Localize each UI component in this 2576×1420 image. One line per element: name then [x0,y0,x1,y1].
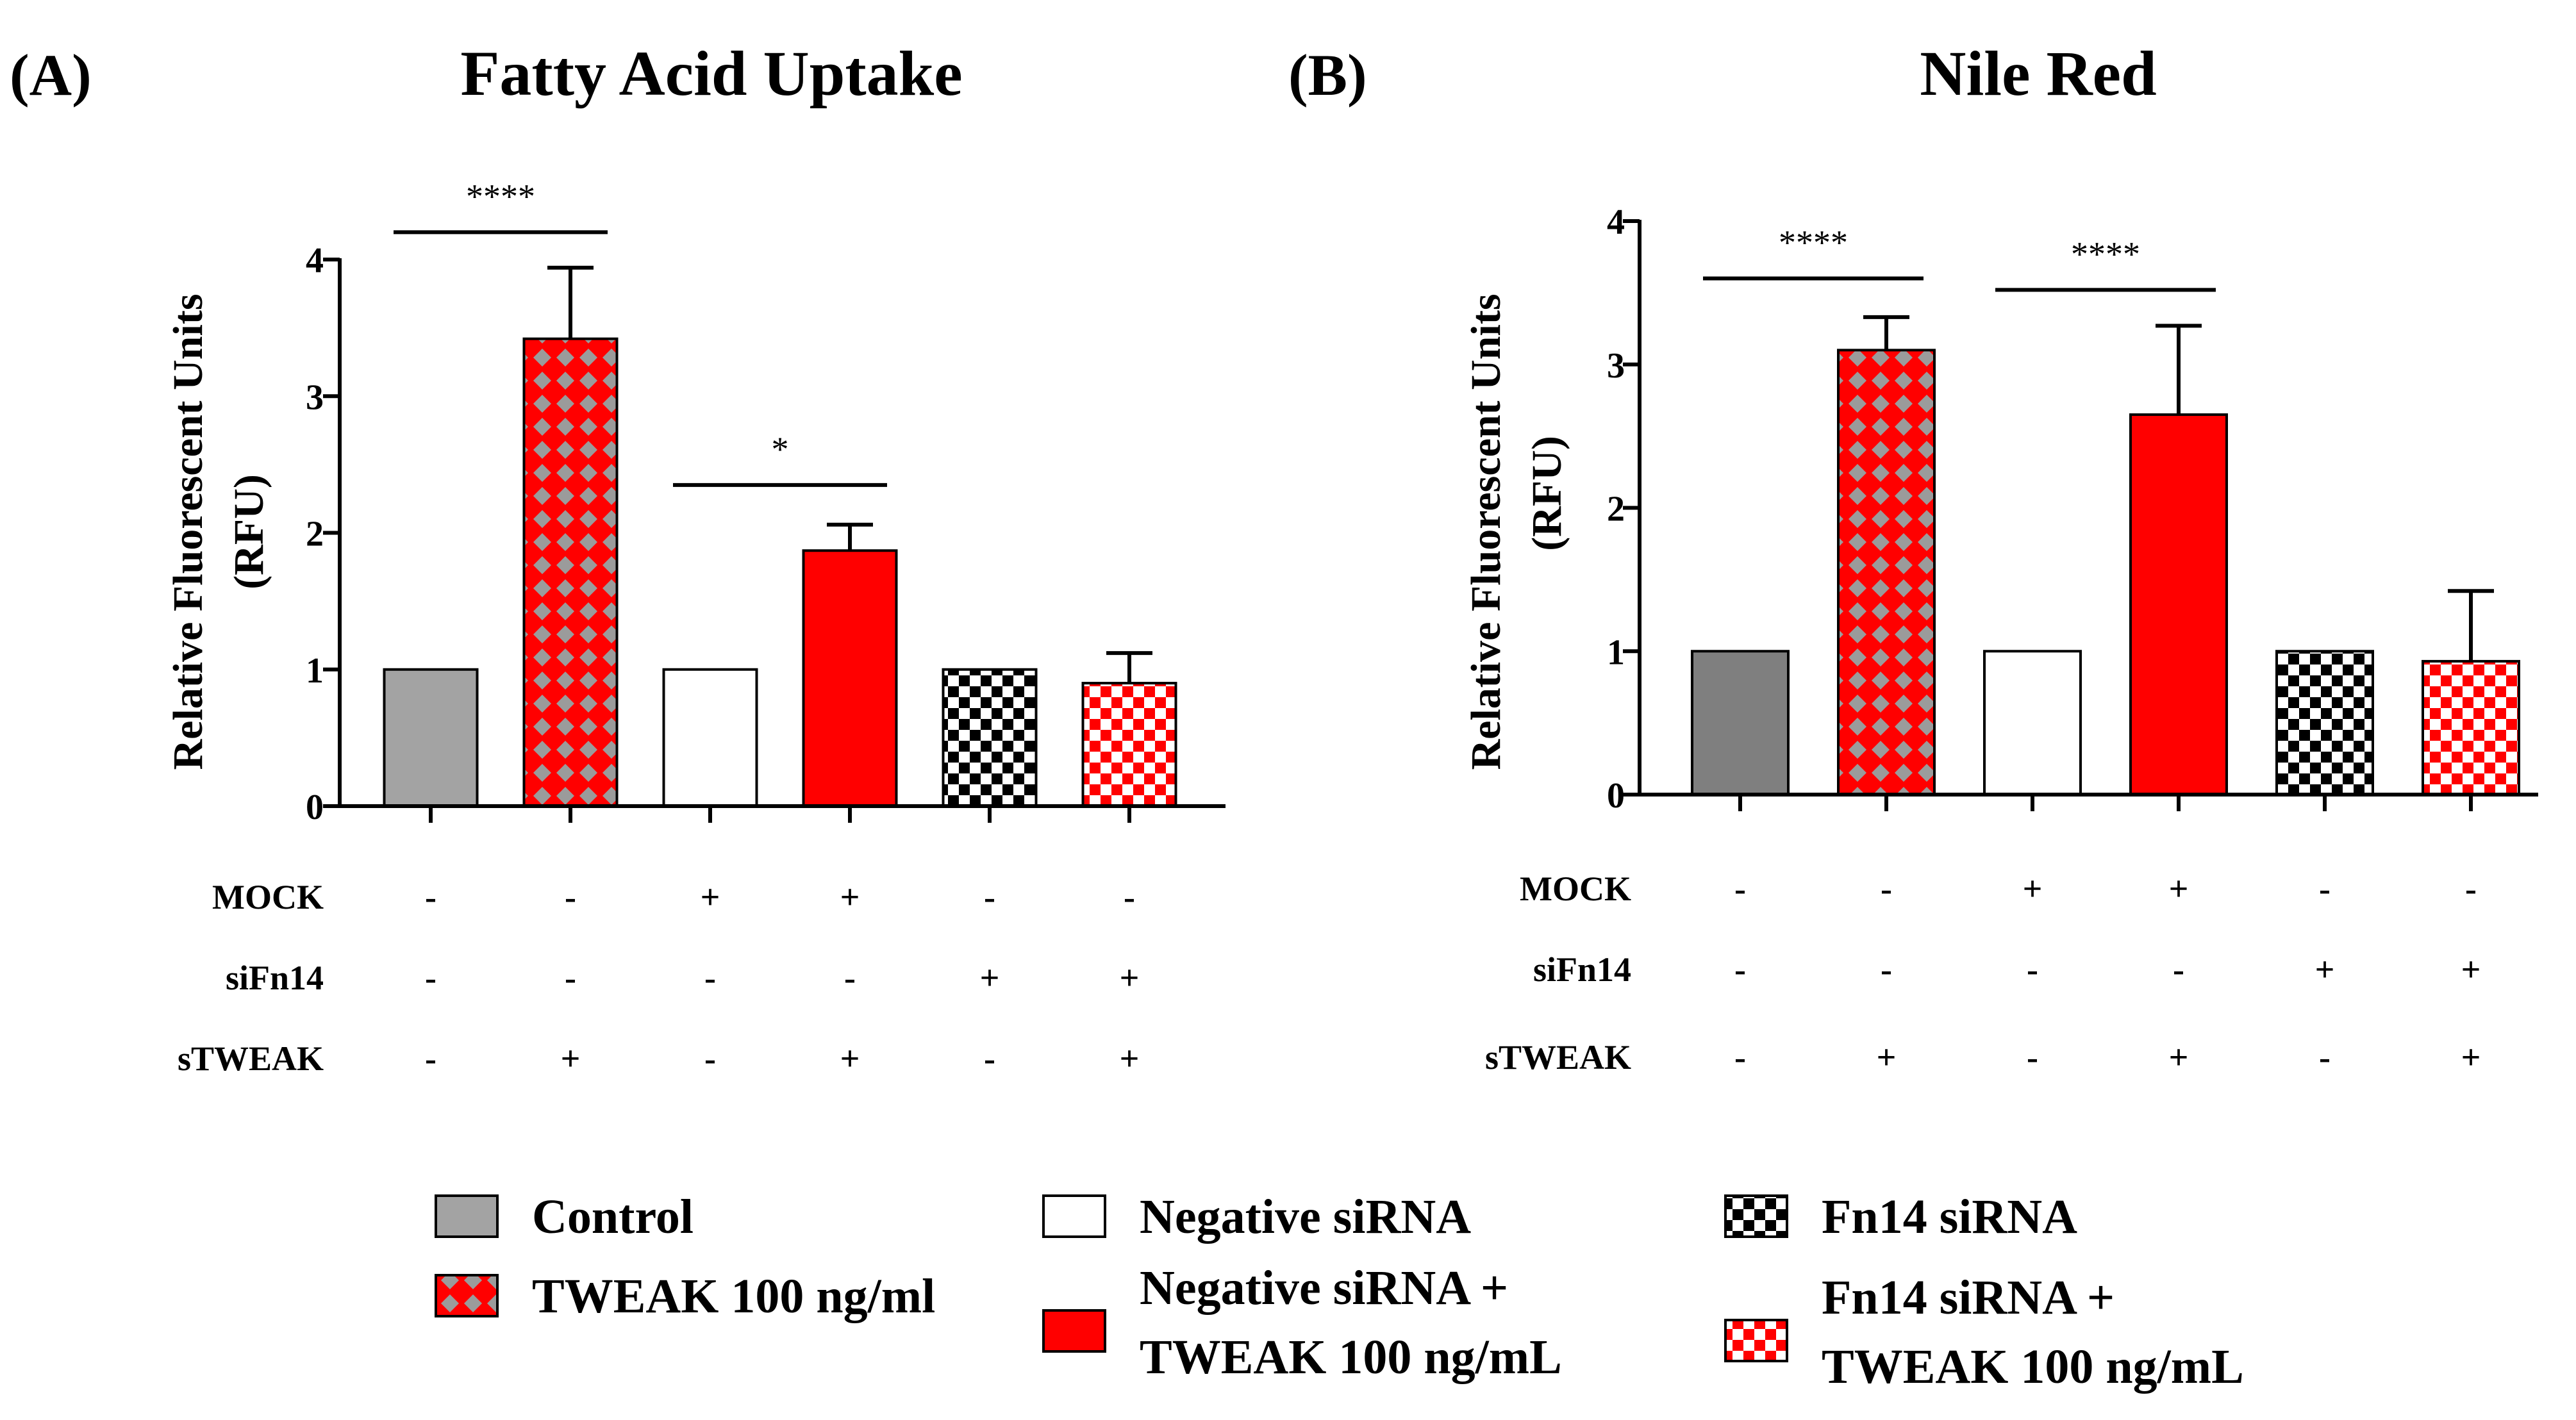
condition-sign: - [2173,950,2184,989]
condition-sign: - [984,878,995,916]
legend-label-4: Negative siRNA + [1140,1261,1508,1315]
condition-sign: + [1120,1039,1140,1078]
legend: Control TWEAK 100 ng/ml Negative siRNA Nega… [435,1190,2244,1394]
legend-swatch-1 [435,1194,499,1238]
panel-b-title: Nile Red [1920,38,2156,109]
legend-label-2: TWEAK 100 ng/ml [532,1269,935,1323]
panel-a-label: (A) [10,42,92,108]
condition-sign: + [840,878,860,916]
bar-6 [1081,682,1177,807]
legend-label-3: Negative siRNA [1140,1190,1471,1244]
panel-b-label: (B) [1288,42,1367,108]
condition-sign: - [1734,870,1746,908]
condition-sign: - [1881,870,1892,908]
condition-label: MOCK [212,878,324,916]
condition-sign: - [2319,1038,2331,1077]
legend-swatch-5 [1724,1194,1788,1238]
chart-nile-red: 0 1 2 3 4 **** **** MOCK - - + + - - siFn14 - - - - + + sTWEA… [1485,202,2538,1077]
panel-b-ylabel: Relative Fluorescent Units [1463,294,1509,770]
condition-sign: + [561,1039,581,1078]
y-tick-label: 4 [306,241,324,281]
panel-a-ylabel-unit: (RFU) [226,474,272,590]
significance-label: **** [2071,235,2140,273]
bar-6 [2422,659,2520,796]
panel-a-title: Fatty Acid Uptake [460,38,962,109]
condition-sign: - [984,1039,995,1078]
y-tick-label: 2 [1607,490,1625,529]
significance-label: * [772,430,789,468]
bar-4 [2129,413,2228,796]
legend-label-5: Fn14 siRNA [1822,1190,2077,1244]
condition-sign: - [1124,878,1135,916]
legend-swatch-4 [1042,1309,1106,1353]
condition-sign: - [704,1039,716,1078]
bar-1 [1691,650,1790,796]
y-tick-label: 0 [1607,776,1625,816]
bar-5 [942,668,1038,807]
bar-2 [1837,349,1936,796]
condition-label: siFn14 [226,959,324,997]
bar-1 [383,668,479,807]
legend-swatch-2 [435,1274,499,1317]
condition-sign: - [565,878,576,916]
condition-sign: - [2027,950,2038,989]
y-tick-label: 3 [1607,346,1625,386]
bar-3 [662,668,758,807]
condition-sign: + [980,959,1000,997]
condition-label: sTWEAK [178,1039,324,1078]
condition-sign: - [1881,950,1892,989]
panel-a-ylabel: Relative Fluorescent Units [165,294,212,770]
y-tick-label: 1 [1607,632,1625,672]
legend-label-4: TWEAK 100 ng/mL [1140,1330,1562,1384]
y-tick-label: 0 [306,788,324,827]
significance-label: **** [466,177,535,215]
condition-sign: - [704,959,716,997]
condition-sign: - [2319,870,2331,908]
bar-3 [1983,650,2082,796]
condition-sign: - [425,959,436,997]
condition-label: MOCK [1520,870,1631,908]
condition-sign: - [2027,1038,2038,1077]
condition-sign: + [1877,1038,1897,1077]
condition-sign: + [2169,870,2189,908]
condition-sign: - [565,959,576,997]
condition-sign: - [425,878,436,916]
y-tick-label: 1 [306,651,324,691]
legend-swatch-3 [1042,1194,1106,1238]
condition-sign: + [1120,959,1140,997]
condition-sign: + [2461,1038,2481,1077]
condition-sign: + [2023,870,2043,908]
legend-swatch-6 [1724,1319,1788,1362]
legend-label-1: Control [532,1190,694,1244]
legend-label-6: TWEAK 100 ng/mL [1822,1340,2244,1394]
y-tick-label: 4 [1607,202,1625,242]
bar-5 [2275,650,2374,796]
condition-label: siFn14 [1533,950,1631,989]
condition-sign: + [2461,950,2481,989]
y-tick-label: 2 [306,515,324,554]
condition-sign: + [2315,950,2335,989]
condition-sign: + [701,878,720,916]
condition-sign: - [1734,950,1746,989]
legend-label-6: Fn14 siRNA + [1822,1271,2115,1325]
condition-sign: - [1734,1038,1746,1077]
condition-sign: + [840,1039,860,1078]
bar-2 [522,337,619,807]
condition-sign: - [844,959,856,997]
significance-label: **** [1779,224,1848,262]
condition-sign: + [2169,1038,2189,1077]
panel-b-ylabel-unit: (RFU) [1524,436,1570,551]
condition-label: sTWEAK [1485,1038,1631,1077]
condition-sign: - [2465,870,2477,908]
y-tick-label: 3 [306,377,324,417]
condition-sign: - [425,1039,436,1078]
bar-4 [802,549,898,807]
